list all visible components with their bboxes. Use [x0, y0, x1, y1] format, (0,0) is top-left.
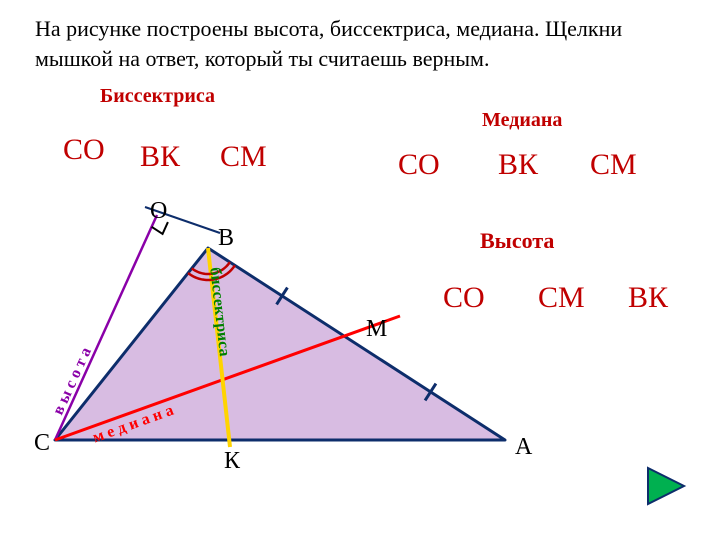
vertex-C: С: [34, 430, 50, 457]
triangle-diagram: в ы с о т ам е д и а н абиссектриса: [0, 0, 720, 540]
vertex-B: В: [218, 225, 234, 252]
next-icon: [642, 462, 690, 510]
vertex-M: М: [366, 316, 387, 343]
next-button[interactable]: [642, 462, 690, 510]
vertex-O: О: [150, 198, 167, 225]
vertex-A: А: [515, 434, 532, 461]
vertex-K: К: [224, 448, 240, 475]
